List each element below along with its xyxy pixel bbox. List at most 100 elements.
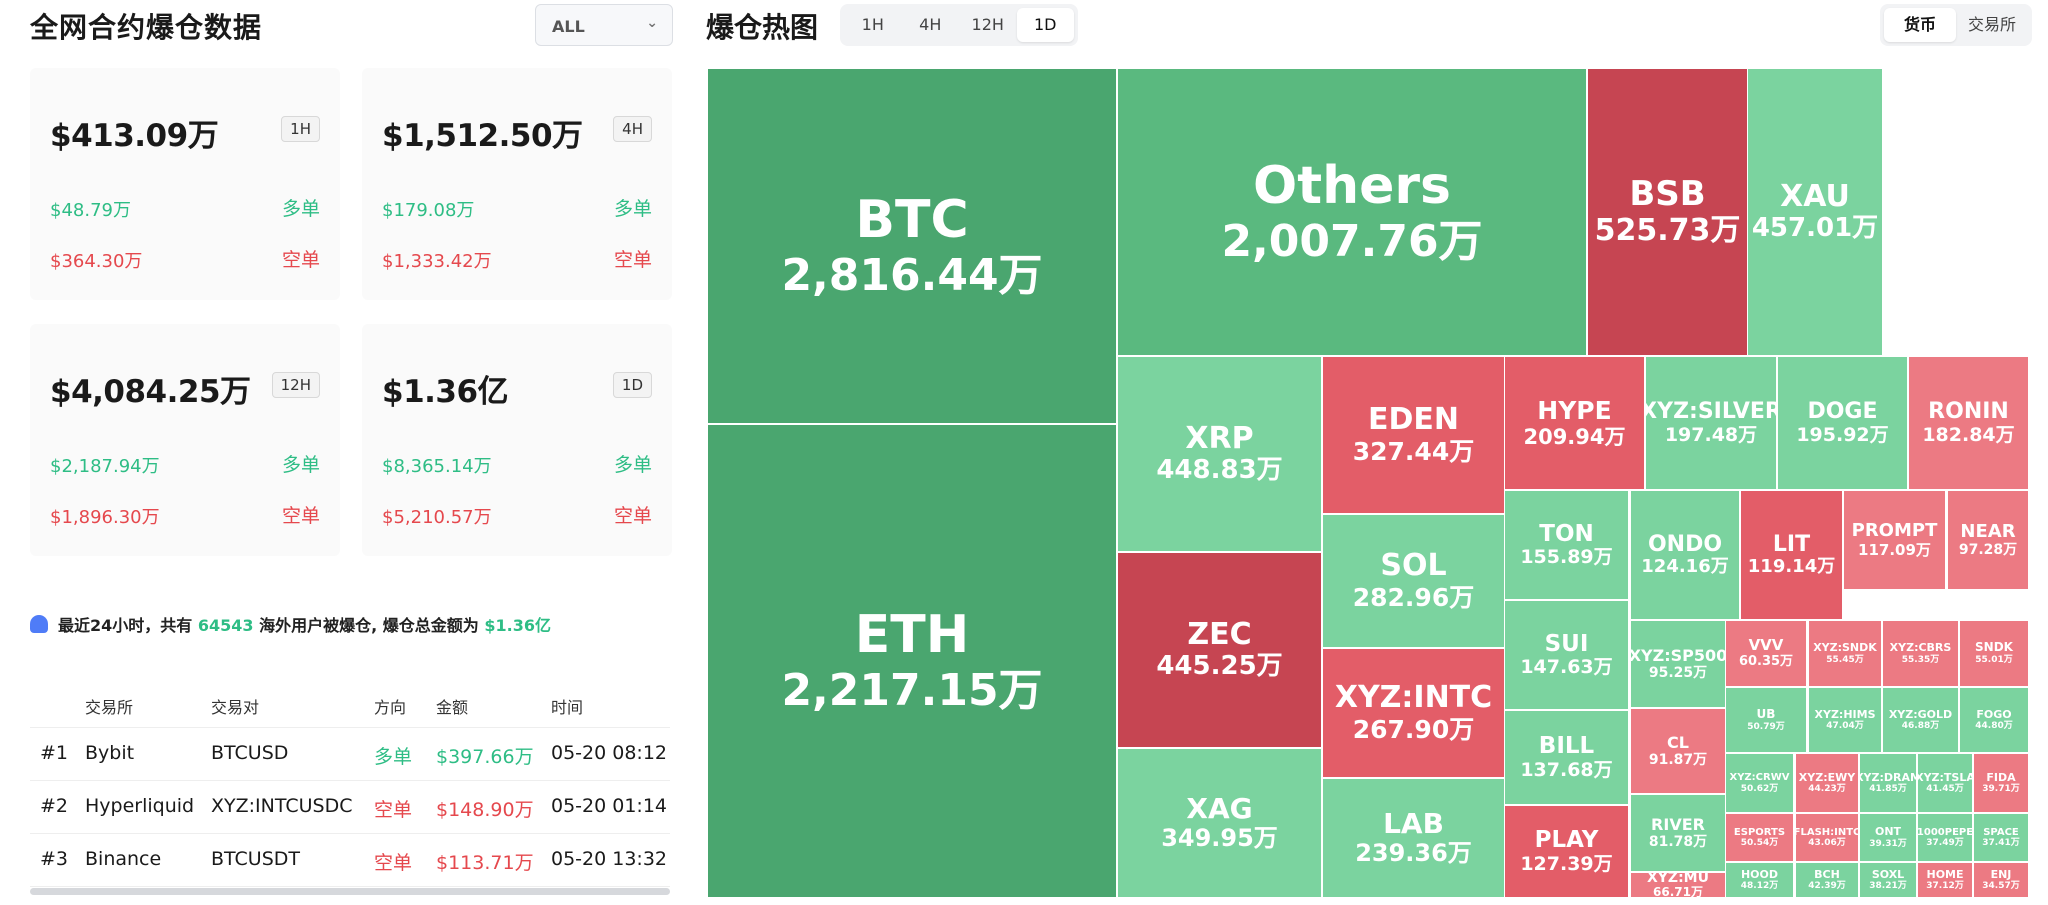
tab-1h[interactable]: 1H: [861, 15, 884, 34]
treemap-cell-value: 525.73万: [1594, 213, 1741, 249]
treemap-cell[interactable]: Others 2,007.76万: [1117, 68, 1587, 356]
treemap-cell-value: 37.41万: [1982, 838, 2020, 849]
treemap-cell[interactable]: BCH 42.39万: [1795, 862, 1859, 898]
treemap-cell-symbol: XYZ:CBRS: [1889, 641, 1952, 654]
treemap-cell[interactable]: XAU 457.01万: [1747, 68, 1883, 356]
row-exchange: Binance: [85, 848, 162, 870]
treemap-cell[interactable]: SNDK 55.01万: [1959, 620, 2029, 687]
treemap-cell[interactable]: XYZ:CBRS 55.35万: [1882, 620, 1959, 687]
treemap-cell[interactable]: HOME 37.12万: [1917, 862, 1973, 898]
liquidation-notice: 最近24小时，共有 64543 海外用户被爆仓, 爆仓总金额为 $1.36亿: [30, 612, 551, 636]
treemap-cell-symbol: HOME: [1926, 867, 1964, 881]
treemap-cell[interactable]: ONDO 124.16万: [1630, 490, 1740, 620]
stat-card-1h: $413.09万 1H $48.79万 多单 $364.30万 空单: [30, 68, 340, 300]
treemap-cell[interactable]: CL 91.87万: [1630, 708, 1726, 794]
treemap-cell[interactable]: FIDA 39.71万: [1973, 753, 2029, 813]
row-time: 05-20 13:32: [551, 848, 668, 870]
page-title: 全网合约爆仓数据: [30, 11, 263, 44]
treemap-cell[interactable]: DOGE 195.92万: [1777, 356, 1908, 490]
treemap-cell[interactable]: ENJ 34.57万: [1973, 862, 2029, 898]
long-label: 多单: [613, 454, 652, 476]
coin-filter-select[interactable]: ALL ⌄: [535, 4, 673, 46]
treemap-cell[interactable]: LIT 119.14万: [1740, 490, 1843, 620]
treemap-cell[interactable]: EDEN 327.44万: [1322, 356, 1505, 514]
treemap-cell[interactable]: XRP 448.83万: [1117, 356, 1322, 552]
treemap-cell-symbol: XYZ:TSLA: [1917, 770, 1973, 784]
treemap-cell[interactable]: BILL 137.68万: [1504, 710, 1629, 805]
row-rank: #2: [40, 795, 69, 817]
treemap-cell-symbol: SOXL: [1871, 867, 1905, 881]
treemap-cell[interactable]: PROMPT 117.09万: [1843, 490, 1946, 590]
treemap-cell[interactable]: LAB 239.36万: [1322, 778, 1505, 898]
treemap-cell[interactable]: XYZ:HIMS 47.04万: [1808, 687, 1882, 753]
treemap-cell-symbol: SNDK: [1975, 640, 2013, 655]
treemap-cell[interactable]: XYZ:SNDK 55.45万: [1808, 620, 1882, 687]
treemap-cell-value: 457.01万: [1751, 213, 1879, 244]
heatmap-panel: 爆仓热图 1H 4H 12H 1D 货币 交易所 BTC 2,816.44万 ETH…: [690, 0, 2048, 905]
long-amount: $2,187.94万: [50, 456, 160, 477]
treemap-cell[interactable]: PLAY 127.39万: [1504, 805, 1629, 898]
treemap-cell[interactable]: HYPE 209.94万: [1504, 356, 1645, 490]
tab-by-coin[interactable]: 货币: [1884, 8, 1956, 42]
tab-12h[interactable]: 12H: [971, 15, 1004, 34]
treemap-cell[interactable]: FLASH:INTC 43.06万: [1795, 813, 1859, 862]
treemap-cell-symbol: ESPORTS: [1733, 826, 1786, 838]
table-row[interactable]: #1 Bybit BTCUSD 多单 $397.66万 05-20 08:12: [30, 728, 670, 781]
row-pair: BTCUSD: [211, 742, 289, 764]
treemap-cell[interactable]: XYZ:SILVER 197.48万: [1645, 356, 1777, 490]
col-header-side: 方向: [374, 698, 407, 717]
treemap-cell[interactable]: FOGO 44.80万: [1959, 687, 2029, 753]
treemap-cell[interactable]: XYZ:SP500 95.25万: [1630, 620, 1726, 708]
treemap-cell[interactable]: XYZ:MU 66.71万: [1630, 872, 1726, 898]
treemap-cell[interactable]: BTC 2,816.44万: [707, 68, 1117, 424]
treemap-cell[interactable]: ONT 39.31万: [1859, 813, 1917, 862]
tab-by-exchange[interactable]: 交易所: [1967, 15, 2016, 34]
treemap-cell[interactable]: ETH 2,217.15万: [707, 424, 1117, 898]
treemap-cell[interactable]: SOXL 38.21万: [1859, 862, 1917, 898]
treemap-cell[interactable]: XYZ:DRAM41.85万: [1859, 753, 1917, 813]
table-horizontal-scrollbar[interactable]: [30, 888, 670, 895]
table-row[interactable]: #2 Hyperliquid XYZ:INTCUSDC 空单 $148.90万 …: [30, 781, 670, 834]
treemap-cell[interactable]: RIVER 81.78万: [1630, 794, 1726, 872]
treemap-cell-symbol: NEAR: [1960, 520, 2016, 542]
total-amount: $1.36亿: [382, 374, 509, 410]
table-row[interactable]: #3 Binance BTCUSDT 空单 $113.71万 05-20 13:…: [30, 834, 670, 887]
treemap-cell[interactable]: NEAR 97.28万: [1947, 490, 2029, 590]
treemap-cell[interactable]: HOOD 48.12万: [1725, 862, 1794, 898]
treemap-cell[interactable]: ESPORTS 50.54万: [1725, 813, 1794, 862]
treemap-cell[interactable]: XYZ:EWY 44.23万: [1795, 753, 1859, 813]
notice-prefix: 最近24小时，共有: [58, 616, 193, 635]
row-time: 05-20 01:14: [551, 795, 668, 817]
treemap-cell-symbol: 1000PEPE: [1917, 826, 1973, 838]
treemap-cell[interactable]: XYZ:CRWV 50.62万: [1725, 753, 1794, 813]
treemap-cell-symbol: EDEN: [1368, 402, 1459, 438]
treemap-cell[interactable]: 1000PEPE 37.49万: [1917, 813, 1973, 862]
treemap-cell[interactable]: XAG 349.95万: [1117, 748, 1322, 898]
treemap-cell[interactable]: XYZ:GOLD 46.88万: [1882, 687, 1959, 753]
treemap-cell-symbol: FOGO: [1976, 707, 2012, 721]
treemap-cell-symbol: HOOD: [1740, 867, 1779, 881]
treemap-cell-value: 41.45万: [1926, 784, 1964, 795]
treemap-cell[interactable]: XYZ:TSLA 41.45万: [1917, 753, 1973, 813]
treemap-cell[interactable]: SOL 282.96万: [1322, 514, 1505, 648]
treemap-cell[interactable]: RONIN 182.84万: [1908, 356, 2029, 490]
treemap-cell-value: 119.14万: [1747, 556, 1836, 578]
treemap-cell-symbol: XYZ:MU: [1647, 872, 1709, 887]
treemap-cell[interactable]: TON 155.89万: [1504, 490, 1629, 600]
short-label: 空单: [281, 249, 320, 271]
treemap-cell-symbol: XAG: [1186, 792, 1253, 826]
tab-1d[interactable]: 1D: [1016, 8, 1074, 42]
treemap-cell-symbol: CL: [1667, 732, 1689, 752]
tab-4h[interactable]: 4H: [919, 15, 942, 34]
treemap-cell[interactable]: ZEC 445.25万: [1117, 552, 1322, 748]
treemap-cell[interactable]: XYZ:INTC 267.90万: [1322, 648, 1505, 778]
treemap-cell-symbol: SUI: [1544, 630, 1589, 657]
treemap-cell[interactable]: SPACE 37.41万: [1973, 813, 2029, 862]
treemap-cell[interactable]: SUI 147.63万: [1504, 600, 1629, 710]
treemap-cell[interactable]: VVV 60.35万: [1725, 620, 1807, 687]
treemap-cell[interactable]: BSB 525.73万: [1587, 68, 1748, 356]
treemap-cell-value: 50.79万: [1747, 721, 1785, 732]
treemap-cell[interactable]: UB 50.79万: [1725, 687, 1807, 753]
treemap-cell-value: 66.71万: [1653, 885, 1703, 898]
total-amount: $4,084.25万: [50, 374, 251, 410]
